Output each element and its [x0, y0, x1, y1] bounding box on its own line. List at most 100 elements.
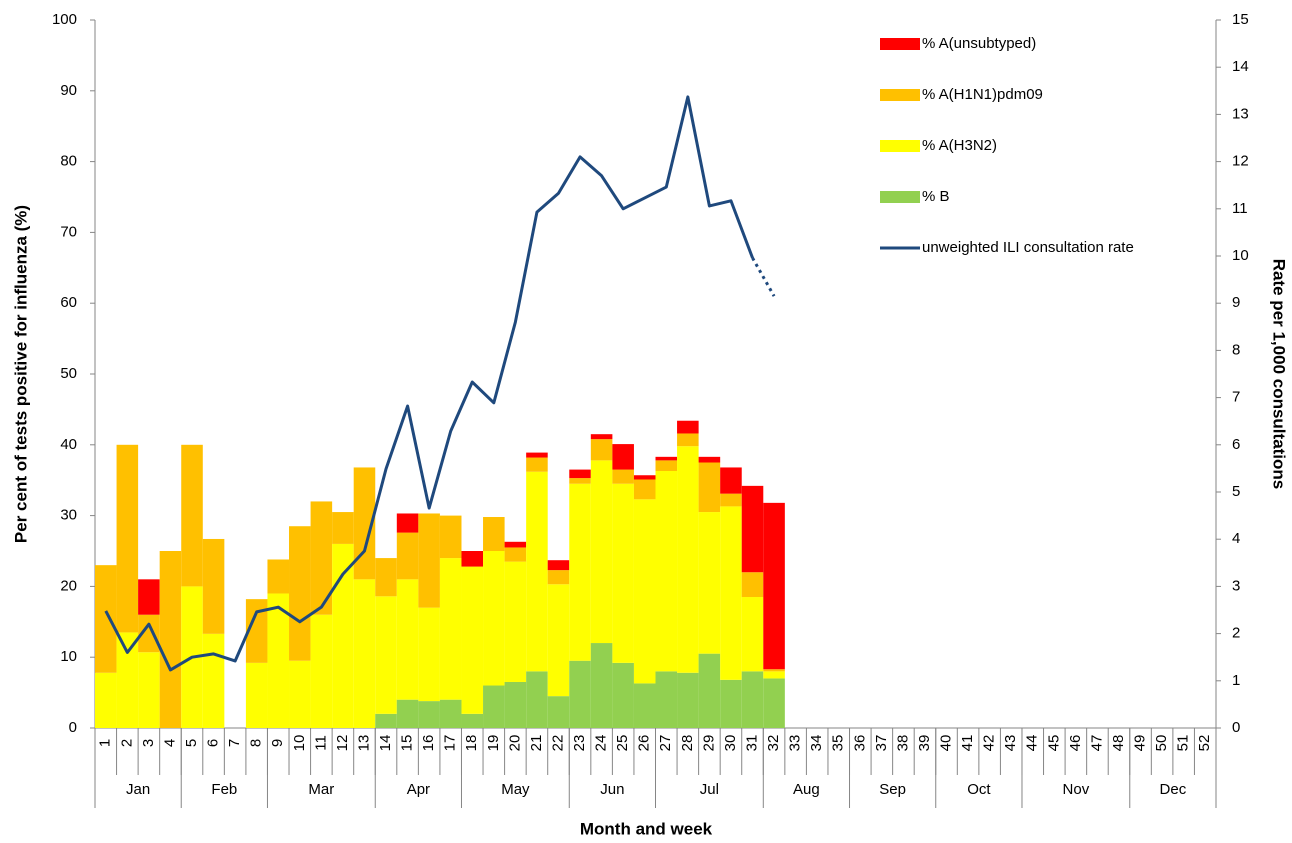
y-tick-label: 10: [60, 648, 77, 665]
x-tick-label: 27: [657, 735, 674, 752]
bar-segment: [655, 456, 678, 461]
x-tick-label: 39: [916, 735, 933, 752]
bar-segment: [116, 444, 139, 633]
y2-tick-label: 7: [1232, 389, 1240, 406]
y2-tick-label: 13: [1232, 105, 1249, 122]
bar-segment: [698, 462, 721, 513]
bar-segment: [504, 541, 527, 548]
y2-tick-label: 15: [1232, 11, 1249, 28]
bar-segment: [418, 607, 440, 702]
bar-segment: [763, 671, 785, 679]
bar-segment: [763, 669, 785, 672]
bar-segment: [332, 543, 354, 728]
y-tick-label: 40: [60, 436, 77, 453]
bar-segment: [289, 660, 311, 728]
bar-segment: [569, 478, 591, 484]
bar-segment: [720, 493, 742, 507]
bar-segment: [396, 513, 419, 533]
bar-segment: [590, 460, 613, 644]
bar-segment: [677, 672, 699, 728]
x-tick-label: 52: [1196, 735, 1213, 752]
x-tick-label: 29: [700, 735, 717, 752]
x-tick-label: 33: [787, 735, 804, 752]
bar-segment: [590, 439, 613, 461]
x-tick-label: 14: [377, 735, 394, 752]
bar-segment: [677, 433, 699, 447]
bar-segment: [418, 701, 440, 728]
x-tick-label: 24: [593, 735, 610, 752]
bar-segment: [547, 560, 570, 571]
y2-tick-label: 5: [1232, 483, 1240, 500]
bar-segment: [138, 614, 160, 653]
bar-segment: [633, 479, 656, 500]
bar-segment: [741, 671, 764, 728]
x-tick-label: 30: [722, 735, 739, 752]
bar-segment: [569, 660, 591, 728]
x-tick-label: 17: [442, 735, 459, 752]
x-tick-label: 3: [140, 739, 157, 747]
bar-segment: [590, 643, 613, 728]
bar-segment: [202, 633, 225, 728]
month-label: Feb: [211, 781, 237, 798]
month-label: Dec: [1160, 781, 1187, 798]
x-tick-label: 5: [183, 739, 200, 747]
x-tick-label: 38: [894, 735, 911, 752]
bar-segment: [332, 512, 354, 544]
x-tick-label: 49: [1132, 735, 1149, 752]
bar-segment: [245, 662, 268, 728]
x-tick-label: 11: [312, 735, 329, 751]
x-axis-title: Month and week: [580, 819, 713, 838]
bar-segment: [116, 632, 139, 728]
y-tick-label: 90: [60, 82, 77, 99]
x-tick-label: 1: [97, 739, 114, 747]
x-tick-label: 51: [1175, 735, 1192, 752]
y-tick-label: 70: [60, 223, 77, 240]
legend-label: % A(H3N2): [922, 137, 997, 154]
bar-segment: [202, 538, 225, 634]
y2-tick-label: 1: [1232, 672, 1240, 689]
bar-segment: [310, 501, 333, 615]
bar-segment: [720, 506, 742, 680]
x-tick-label: 15: [399, 735, 416, 752]
x-tick-label: 22: [549, 735, 566, 752]
bar-segment: [569, 483, 591, 661]
legend-label: unweighted ILI consultation rate: [922, 239, 1134, 256]
month-label: Aug: [793, 781, 820, 798]
x-tick-label: 47: [1088, 735, 1105, 752]
bar-segment: [138, 652, 160, 728]
bar-segment: [504, 561, 527, 682]
bar-segment: [138, 579, 160, 615]
bar-segment: [590, 434, 613, 440]
bar-segment: [95, 672, 117, 728]
y-axis-title: Per cent of tests positive for influenza…: [11, 205, 30, 543]
bar-segment: [267, 559, 290, 594]
month-label: Jul: [700, 781, 719, 798]
bar-segment: [353, 579, 376, 728]
bar-segment: [763, 678, 785, 728]
bar-segment: [655, 470, 678, 672]
y2-tick-label: 9: [1232, 294, 1240, 311]
legend-label: % A(unsubtyped): [922, 35, 1036, 52]
month-label: Apr: [407, 781, 430, 798]
bar-segment: [418, 513, 440, 608]
y2-tick-label: 10: [1232, 247, 1249, 264]
x-tick-label: 50: [1153, 735, 1170, 752]
bar-segment: [763, 502, 785, 670]
x-tick-label: 35: [830, 735, 847, 752]
y2-tick-label: 3: [1232, 577, 1240, 594]
bar-segment: [461, 551, 484, 567]
y-tick-label: 30: [60, 507, 77, 524]
bar-segment: [504, 547, 527, 562]
bar-segment: [439, 699, 462, 728]
x-tick-label: 45: [1045, 735, 1062, 752]
bar-segment: [439, 558, 462, 700]
bar-segment: [526, 671, 548, 728]
x-tick-label: 44: [1024, 735, 1041, 752]
x-tick-label: 42: [981, 735, 998, 752]
month-label: Oct: [967, 781, 991, 798]
bar-segment: [741, 485, 764, 573]
x-tick-label: 9: [269, 739, 286, 747]
x-tick-label: 37: [873, 735, 890, 752]
bar-segment: [461, 713, 484, 728]
x-tick-label: 16: [420, 735, 437, 752]
